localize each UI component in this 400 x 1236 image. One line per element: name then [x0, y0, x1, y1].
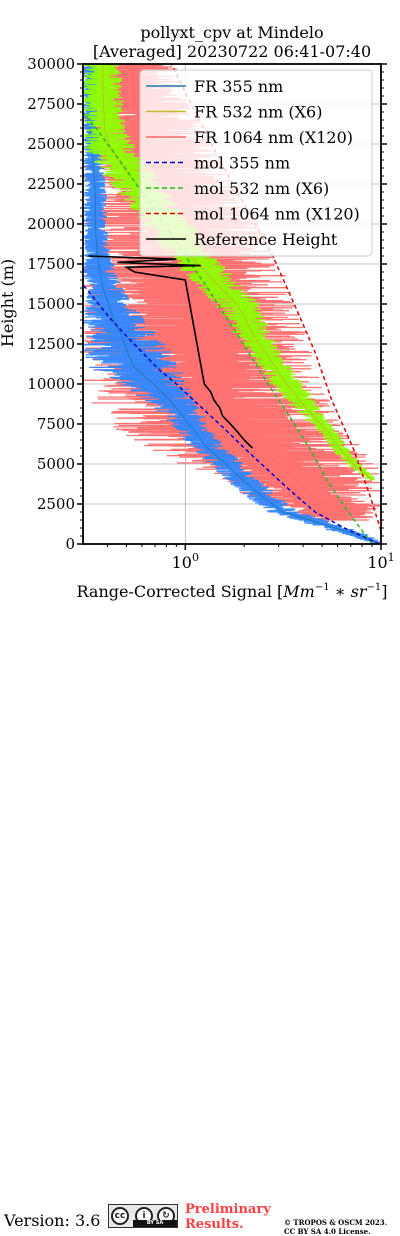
y-tick-label: 15000 [27, 295, 75, 313]
y-tick-label: 10000 [27, 375, 75, 393]
series-line-reference-height [88, 255, 253, 449]
license-badge-text: BY SA [133, 1220, 177, 1227]
y-tick-label: 17500 [27, 255, 75, 273]
legend-entry: mol 1064 nm (X120) [146, 205, 360, 224]
series-line-mol-532-nm-x6- [83, 111, 373, 544]
y-tick-label: 30000 [27, 55, 75, 73]
preliminary-line2: Results. [185, 1217, 244, 1232]
legend-label: FR 532 nm (X6) [194, 103, 322, 122]
preliminary-line1: Preliminary [185, 1202, 271, 1217]
x-axis-label-suffix: ] [381, 582, 387, 601]
chart-title: pollyxt_cpv at Mindelo [140, 23, 323, 42]
credit-line2: CC BY SA 4.0 License. [284, 1227, 371, 1236]
y-tick-label: 12500 [27, 335, 75, 353]
legend-entry: FR 532 nm (X6) [146, 103, 322, 122]
x-axis-label-exp1: −1 [315, 582, 330, 593]
series-line [102, 64, 373, 481]
y-tick-label: 27500 [27, 95, 75, 113]
cc-license-badge[interactable]: cc i ↻ BY SA [108, 1204, 178, 1228]
x-tick-label: 101 [367, 551, 394, 572]
legend-box [139, 69, 373, 257]
version-label: Version: 3.6 [4, 1211, 101, 1230]
legend-label: mol 1064 nm (X120) [194, 205, 360, 224]
legend-entry: mol 355 nm [146, 154, 290, 173]
preliminary-notice: Preliminary Results. [185, 1202, 271, 1232]
y-tick-label: 25000 [27, 135, 75, 153]
x-axis-label-exp2: −1 [367, 582, 382, 593]
legend-entry: FR 355 nm [146, 77, 283, 96]
series-line-mol-355-nm [83, 284, 380, 544]
y-tick-label: 5000 [37, 455, 75, 473]
legend: FR 355 nm FR 532 nm (X6) FR 1064 nm (X120)… [139, 69, 373, 257]
x-axis-label-sr: sr [351, 582, 368, 601]
copyright-credit: © TROPOS & OSCM 2023. CC BY SA 4.0 Licen… [284, 1218, 387, 1236]
credit-line1: © TROPOS & OSCM 2023. [284, 1218, 388, 1227]
legend-label: FR 355 nm [194, 77, 283, 96]
y-tick-label: 0 [65, 535, 75, 553]
x-tick-label: 100 [172, 551, 199, 572]
x-axis-label-mid: ∗ [330, 582, 351, 601]
y-tick-label: 22500 [27, 175, 75, 193]
x-axis-label-mm: Mm [282, 582, 315, 601]
x-axis-label: Range-Corrected Signal [Mm−1 ∗ sr−1] [76, 582, 387, 601]
footer: Version: 3.6 cc i ↻ BY SA Preliminary Re… [0, 600, 400, 1236]
legend-entry: FR 1064 nm (X120) [146, 128, 353, 147]
y-axis-label: Height (m) [0, 259, 17, 347]
axes: 0 2500 5000 7500 10000 12500 15000 17500 20000 22… [27, 55, 394, 572]
y-tick-label: 7500 [37, 415, 75, 433]
legend-entry: mol 532 nm (X6) [146, 179, 329, 198]
series-line [90, 64, 379, 544]
legend-label: FR 1064 nm (X120) [194, 128, 353, 147]
legend-label: mol 355 nm [194, 154, 290, 173]
y-tick-label: 20000 [27, 215, 75, 233]
legend-label: mol 532 nm (X6) [194, 179, 329, 198]
chart-subtitle: [Averaged] 20230722 06:41-07:40 [93, 42, 371, 61]
legend-entry: Reference Height [146, 230, 338, 249]
chart-figure: pollyxt_cpv at Mindelo [Averaged] 202307… [0, 23, 395, 601]
y-tick-label: 2500 [37, 495, 75, 513]
cc-icon: cc [111, 1207, 129, 1225]
legend-label: Reference Height [194, 230, 338, 249]
x-axis-label-prefix: Range-Corrected Signal [ [76, 582, 283, 601]
